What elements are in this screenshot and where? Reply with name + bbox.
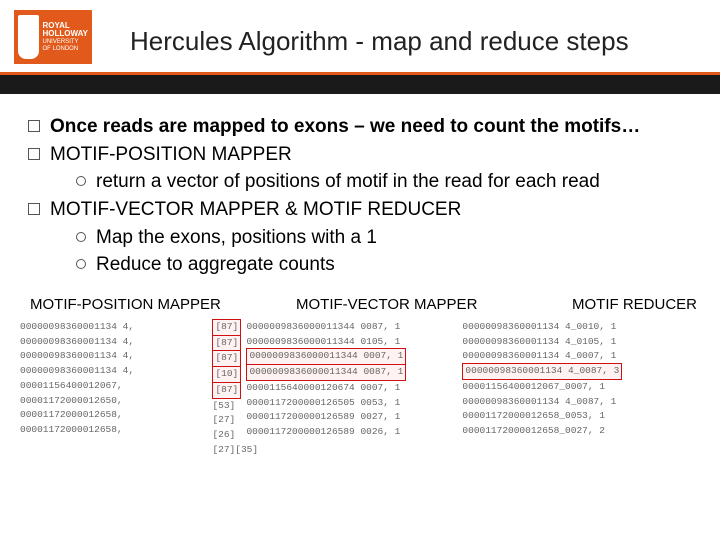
- label-position-mapper: MOTIF-POSITION MAPPER: [30, 296, 221, 313]
- col-vector-mapper: 0000009836000011344 0087, 1 000000983600…: [246, 320, 456, 457]
- subbullet-icon: [76, 176, 86, 186]
- content-body: Once reads are mapped to exons – we need…: [0, 94, 720, 278]
- bullet-3-sub1: Map the exons, positions with a 1: [96, 225, 692, 251]
- col-position-ids: 00000098360001134 4, 00000098360001134 4…: [20, 320, 206, 457]
- bullet-2-sub1: return a vector of positions of motif in…: [96, 169, 692, 195]
- logo-text: ROYAL HOLLOWAY UNIVERSITY OF LONDON: [43, 22, 88, 53]
- col-position-vec: [87] [87] [87] [10] [87] [53] [27] [26] …: [212, 320, 240, 457]
- slide-title: Hercules Algorithm - map and reduce step…: [130, 26, 629, 57]
- logo: ROYAL HOLLOWAY UNIVERSITY OF LONDON: [14, 10, 92, 64]
- label-vector-mapper: MOTIF-VECTOR MAPPER: [296, 296, 477, 313]
- bullet-icon: [28, 120, 40, 132]
- bullet-1: Once reads are mapped to exons – we need…: [50, 114, 692, 140]
- bullet-2: MOTIF-POSITION MAPPER: [50, 142, 692, 168]
- label-reducer: MOTIF REDUCER: [572, 296, 697, 313]
- subbullet-icon: [76, 259, 86, 269]
- logo-crest: [18, 15, 39, 59]
- bullet-icon: [28, 203, 40, 215]
- col-reducer: 00000098360001134 4_0010, 1 000000983600…: [462, 320, 694, 457]
- header-bar: [0, 72, 720, 94]
- bullet-3-sub2: Reduce to aggregate counts: [96, 252, 692, 278]
- data-output: 00000098360001134 4, 00000098360001134 4…: [20, 320, 700, 457]
- bullet-icon: [28, 148, 40, 160]
- bullet-3: MOTIF-VECTOR MAPPER & MOTIF REDUCER: [50, 197, 692, 223]
- subbullet-icon: [76, 232, 86, 242]
